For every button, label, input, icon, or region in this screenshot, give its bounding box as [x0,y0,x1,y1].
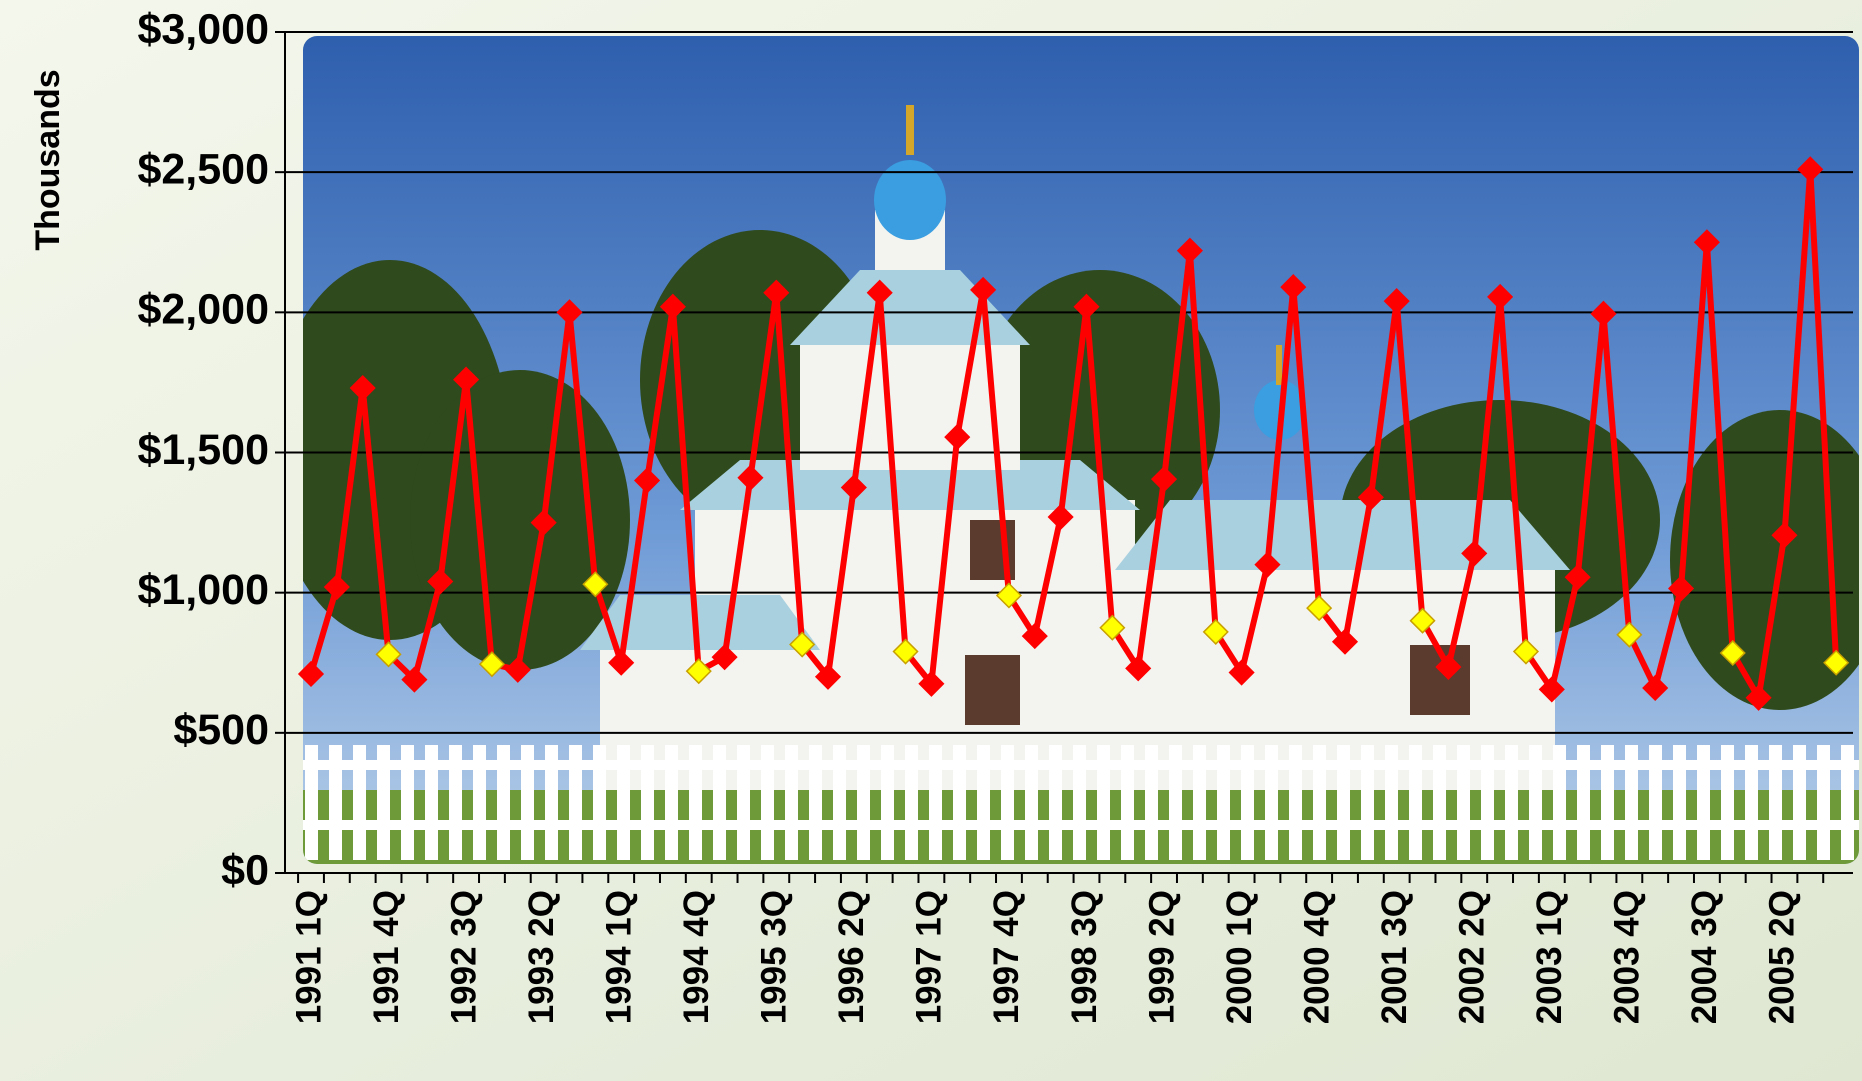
y-tick-label: $2,000 [137,286,269,334]
picket [473,745,486,860]
picket [521,745,534,860]
picket [1697,745,1710,860]
picket [1385,745,1398,860]
x-tick-label: 1992 3Q [444,890,483,1024]
picket [1361,745,1374,860]
picket [1313,745,1326,860]
x-tick-label: 1991 1Q [289,890,328,1024]
picket [1241,745,1254,860]
picket [449,745,462,860]
y-tick-label: $500 [173,706,269,754]
picket [497,745,510,860]
picket [833,745,846,860]
x-tick-label: 1994 1Q [599,890,638,1024]
picket [617,745,630,860]
picket [425,745,438,860]
picket [977,745,990,860]
picket [809,745,822,860]
picket [1601,745,1614,860]
picket [329,745,342,860]
picket [1505,745,1518,860]
picket [1145,745,1158,860]
picket [857,745,870,860]
picket [1673,745,1686,860]
picket [1289,745,1302,860]
x-tick-label: 1999 2Q [1142,890,1181,1024]
picket [1001,745,1014,860]
picket [545,745,558,860]
picket [401,745,414,860]
y-tick-label: $3,000 [137,5,269,53]
x-tick-label: 1993 2Q [522,890,561,1024]
picket [929,745,942,860]
picket [953,745,966,860]
x-tick-label: 2000 1Q [1220,890,1259,1024]
picket [1025,745,1038,860]
picket [1409,745,1422,860]
picket [377,745,390,860]
picket [1769,745,1782,860]
x-tick-label: 1994 4Q [677,890,716,1024]
x-tick-label: 1996 2Q [832,890,871,1024]
picket [737,745,750,860]
y-tick-label: $0 [221,846,269,894]
x-tick-label: 2000 4Q [1297,890,1336,1024]
picket [1649,745,1662,860]
y-tick-label: $2,500 [137,146,269,194]
picket [1793,745,1806,860]
picket [569,745,582,860]
picket [1097,745,1110,860]
picket [1169,745,1182,860]
x-tick-label: 2002 2Q [1453,890,1492,1024]
page: Thousands $0 $500 $1,000 $1,500 $2,000 $2,500… [0,0,1862,1081]
x-tick-label: 1991 4Q [367,890,406,1024]
picket [689,745,702,860]
picket [593,745,606,860]
x-tick-label: 2003 1Q [1530,890,1569,1024]
picket [1529,745,1542,860]
x-tick-label: 1997 4Q [987,890,1026,1024]
picket [761,745,774,860]
picket [305,745,318,860]
picket [1049,745,1062,860]
x-tick-label: 1995 3Q [755,890,794,1024]
picket [1193,745,1206,860]
picket [1625,745,1638,860]
x-tick-label: 1998 3Q [1065,890,1104,1024]
x-tick-label: 2001 3Q [1375,890,1414,1024]
y-axis-label: Thousands [29,69,67,250]
picket [713,745,726,860]
picket [785,745,798,860]
picket [905,745,918,860]
picket [1577,745,1590,860]
y-tick-label: $1,000 [137,566,269,614]
picket [641,745,654,860]
picket [1553,745,1566,860]
picket [665,745,678,860]
x-tick-label: 2004 3Q [1685,890,1724,1024]
picket [1841,745,1854,860]
picket [1073,745,1086,860]
x-tick-label: 2003 4Q [1608,890,1647,1024]
picket [1265,745,1278,860]
picket [1433,745,1446,860]
picket [1217,745,1230,860]
picket [1457,745,1470,860]
picket [353,745,366,860]
picket [1481,745,1494,860]
chart: Thousands $0 $500 $1,000 $1,500 $2,000 $2,500… [0,0,1862,1081]
picket [1745,745,1758,860]
picket [881,745,894,860]
x-tick-label: 2005 2Q [1763,890,1802,1024]
picket [1721,745,1734,860]
y-tick-label: $1,500 [137,426,269,474]
picket [1817,745,1830,860]
x-tick-label: 1997 1Q [910,890,949,1024]
picket [1337,745,1350,860]
picket [1121,745,1134,860]
